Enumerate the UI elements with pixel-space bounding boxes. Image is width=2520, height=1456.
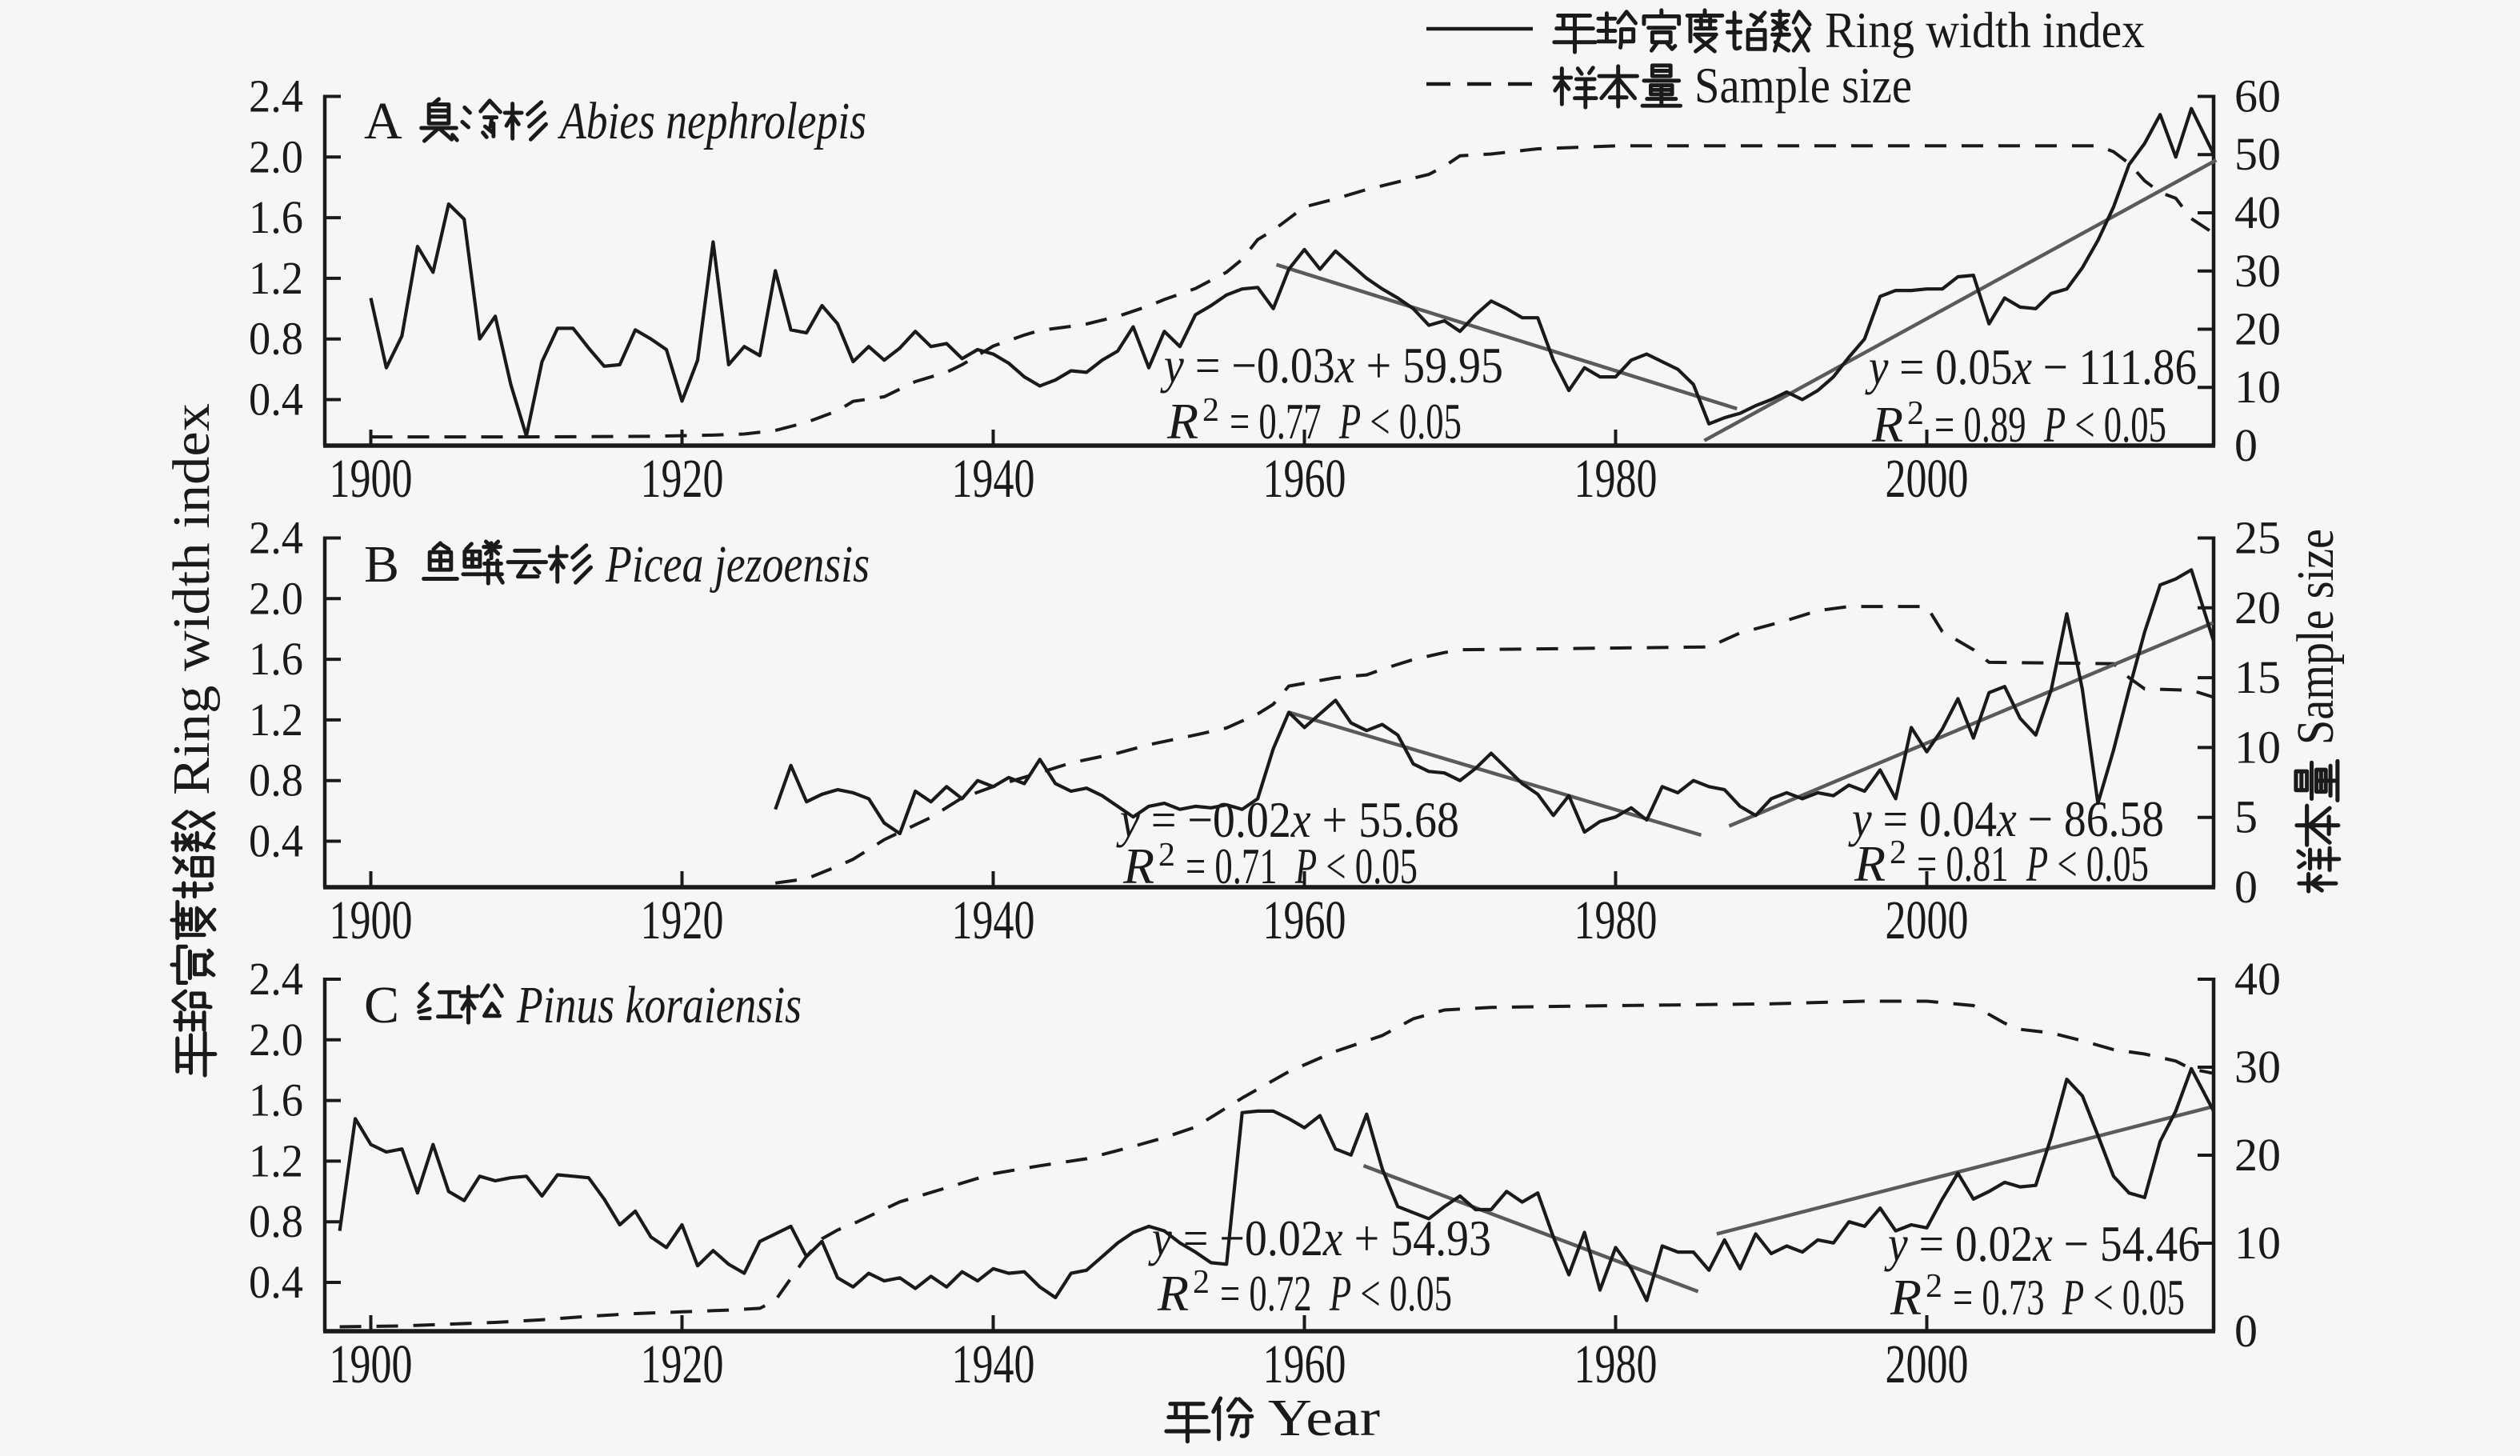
svg-text:2: 2 bbox=[1158, 837, 1175, 874]
svg-text:20: 20 bbox=[2234, 303, 2281, 355]
svg-text:1980: 1980 bbox=[1574, 890, 1658, 950]
svg-text:R: R bbox=[1854, 835, 1886, 892]
svg-text:= 0.81 P < 0.05: = 0.81 P < 0.05 bbox=[1917, 835, 2149, 892]
svg-text:20: 20 bbox=[2234, 1129, 2281, 1181]
svg-text:2: 2 bbox=[1202, 392, 1219, 429]
svg-text:= 0.73 P < 0.05: = 0.73 P < 0.05 bbox=[1953, 1269, 2185, 1326]
svg-text:1900: 1900 bbox=[330, 1334, 413, 1394]
svg-text:2.4: 2.4 bbox=[249, 70, 303, 122]
svg-text:1900: 1900 bbox=[330, 448, 413, 509]
svg-text:y = −0.03x + 59.95: y = −0.03x + 59.95 bbox=[1160, 337, 1503, 394]
svg-text:0.4: 0.4 bbox=[249, 815, 303, 867]
svg-text:Ring width index: Ring width index bbox=[1825, 2, 2145, 58]
svg-text:1.6: 1.6 bbox=[249, 191, 303, 243]
svg-text:10: 10 bbox=[2234, 1217, 2281, 1269]
svg-text:0.8: 0.8 bbox=[249, 1195, 303, 1247]
svg-text:2.4: 2.4 bbox=[249, 512, 303, 564]
svg-text:0: 0 bbox=[2234, 1305, 2258, 1357]
svg-text:1940: 1940 bbox=[952, 890, 1035, 950]
svg-text:Ring width index: Ring width index bbox=[162, 403, 221, 795]
svg-text:1900: 1900 bbox=[330, 890, 413, 950]
svg-text:1960: 1960 bbox=[1263, 890, 1346, 950]
svg-text:B: B bbox=[364, 535, 399, 594]
svg-text:15: 15 bbox=[2234, 651, 2281, 703]
svg-text:Picea jezoensis: Picea jezoensis bbox=[605, 535, 870, 594]
svg-text:2: 2 bbox=[1890, 834, 1906, 871]
svg-text:0: 0 bbox=[2234, 419, 2258, 471]
svg-text:40: 40 bbox=[2234, 186, 2281, 238]
svg-text:1920: 1920 bbox=[641, 1334, 724, 1394]
svg-text:= 0.77 P < 0.05: = 0.77 P < 0.05 bbox=[1230, 393, 1462, 450]
svg-text:y = 0.04x − 86.58: y = 0.04x − 86.58 bbox=[1848, 790, 2164, 847]
svg-text:R: R bbox=[1122, 838, 1154, 894]
svg-text:2000: 2000 bbox=[1886, 448, 1969, 509]
svg-text:R: R bbox=[1166, 393, 1198, 450]
svg-text:= 0.71 P < 0.05: = 0.71 P < 0.05 bbox=[1186, 838, 1418, 894]
svg-text:10: 10 bbox=[2234, 361, 2281, 413]
svg-text:1.2: 1.2 bbox=[249, 252, 303, 304]
svg-text:C: C bbox=[364, 976, 399, 1034]
svg-text:2: 2 bbox=[1926, 1268, 1942, 1305]
svg-text:Sample size: Sample size bbox=[2286, 529, 2345, 745]
svg-text:= 0.89 P < 0.05: = 0.89 P < 0.05 bbox=[1934, 396, 2166, 453]
svg-text:1980: 1980 bbox=[1574, 448, 1658, 509]
svg-text:Sample size: Sample size bbox=[1694, 57, 1912, 114]
svg-text:2000: 2000 bbox=[1886, 1334, 1969, 1394]
svg-text:0: 0 bbox=[2234, 861, 2258, 913]
svg-text:1920: 1920 bbox=[641, 448, 724, 509]
svg-text:Pinus koraiensis: Pinus koraiensis bbox=[516, 976, 802, 1034]
svg-text:1.6: 1.6 bbox=[249, 633, 303, 685]
svg-text:1940: 1940 bbox=[952, 448, 1035, 509]
svg-text:1.2: 1.2 bbox=[249, 1134, 303, 1186]
svg-text:2: 2 bbox=[1193, 1264, 1210, 1301]
svg-text:= 0.72 P < 0.05: = 0.72 P < 0.05 bbox=[1220, 1265, 1452, 1322]
svg-text:20: 20 bbox=[2234, 582, 2281, 634]
svg-text:2000: 2000 bbox=[1886, 890, 1969, 950]
svg-text:30: 30 bbox=[2234, 245, 2281, 297]
svg-text:1980: 1980 bbox=[1574, 1334, 1658, 1394]
svg-text:1.6: 1.6 bbox=[249, 1074, 303, 1126]
svg-text:50: 50 bbox=[2234, 128, 2281, 180]
svg-text:0.8: 0.8 bbox=[249, 754, 303, 806]
svg-text:2.4: 2.4 bbox=[249, 953, 303, 1005]
svg-text:5: 5 bbox=[2234, 791, 2258, 843]
svg-text:0.4: 0.4 bbox=[249, 1256, 303, 1308]
svg-text:y = 0.05x − 111.86: y = 0.05x − 111.86 bbox=[1865, 338, 2197, 395]
svg-text:2.0: 2.0 bbox=[249, 1014, 303, 1066]
svg-text:Year: Year bbox=[1268, 1389, 1380, 1447]
svg-text:1960: 1960 bbox=[1263, 1334, 1346, 1394]
svg-text:2: 2 bbox=[1907, 395, 1924, 432]
svg-text:0.8: 0.8 bbox=[249, 313, 303, 365]
svg-text:R: R bbox=[1890, 1269, 1922, 1326]
svg-text:2.0: 2.0 bbox=[249, 572, 303, 624]
svg-text:10: 10 bbox=[2234, 721, 2281, 773]
svg-text:60: 60 bbox=[2234, 70, 2281, 122]
svg-text:0.4: 0.4 bbox=[249, 374, 303, 426]
svg-text:1920: 1920 bbox=[641, 890, 724, 950]
svg-text:y = −0.02x + 54.93: y = −0.02x + 54.93 bbox=[1148, 1210, 1491, 1266]
svg-text:1.2: 1.2 bbox=[249, 694, 303, 746]
svg-text:A: A bbox=[364, 92, 402, 150]
svg-text:1960: 1960 bbox=[1263, 448, 1346, 509]
svg-text:25: 25 bbox=[2234, 512, 2281, 564]
svg-text:30: 30 bbox=[2234, 1041, 2281, 1093]
svg-text:2.0: 2.0 bbox=[249, 130, 303, 182]
svg-text:y = −0.02x + 55.68: y = −0.02x + 55.68 bbox=[1116, 791, 1459, 848]
svg-text:Abies nephrolepis: Abies nephrolepis bbox=[558, 92, 866, 150]
svg-text:R: R bbox=[1157, 1265, 1189, 1322]
svg-text:R: R bbox=[1871, 396, 1903, 453]
svg-text:40: 40 bbox=[2234, 953, 2281, 1005]
svg-text:1940: 1940 bbox=[952, 1334, 1035, 1394]
svg-text:y = 0.02x − 54.46: y = 0.02x − 54.46 bbox=[1884, 1215, 2200, 1272]
